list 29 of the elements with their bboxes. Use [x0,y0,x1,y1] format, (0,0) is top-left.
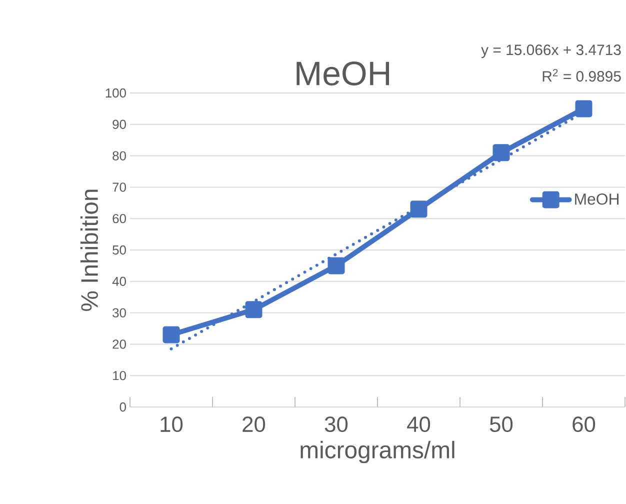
point [245,301,262,318]
y-tick-label: 10 [113,371,126,380]
point [328,257,345,274]
y-tick-label: 70 [112,182,126,192]
y-tick-label: 80 [112,151,126,160]
text: R$^{2}$ = 0.9895 [542,68,621,82]
y-axis-title: % Inhibition [80,190,98,311]
point [492,144,510,162]
y-tick-label: 20 [112,340,126,349]
y-tick-label: 90 [112,120,126,129]
y-tick-label: 40 [112,276,126,286]
point [575,100,592,118]
x-tick-label: 10 [160,416,183,432]
y-tick-label: 0 [120,402,126,412]
y-tick-label: 50 [112,245,126,255]
x-tick-label: 20 [242,416,266,432]
y-tick-label: 100 [106,88,126,98]
y-tick-label: 60 [112,214,126,224]
x-tick-label: 30 [324,416,348,432]
legend-label: MeOH [575,193,619,205]
text: y = 15.066x + 3.4713 [481,44,621,58]
x-tick-label: 40 [407,416,430,432]
x-tick-label: 50 [490,416,513,432]
x-tick-label: 60 [572,416,596,432]
x-axis-title: micrograms/ml [300,440,454,464]
y-tick-label: 30 [112,308,126,318]
point [410,200,428,218]
point [162,326,180,344]
chart-title: MeOH [296,62,390,86]
